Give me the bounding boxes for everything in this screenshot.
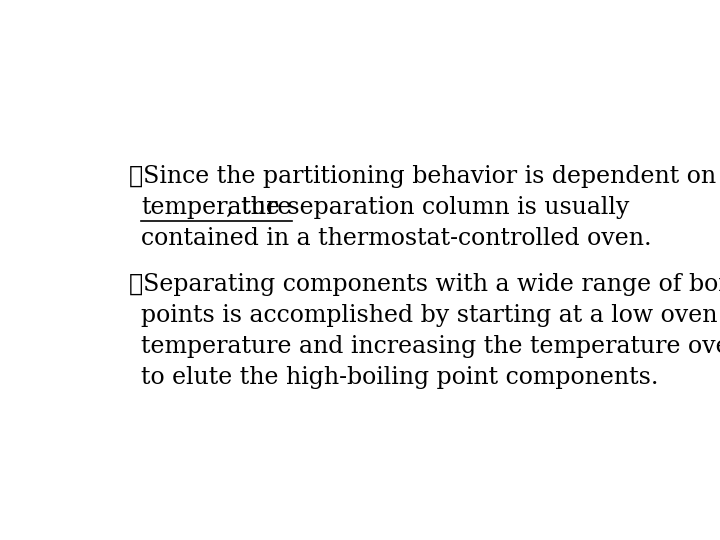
Text: contained in a thermostat-controlled oven.: contained in a thermostat-controlled ove… — [141, 227, 652, 250]
Text: points is accomplished by starting at a low oven: points is accomplished by starting at a … — [141, 304, 718, 327]
Text: , the separation column is usually: , the separation column is usually — [226, 196, 629, 219]
Text: temperature: temperature — [141, 196, 292, 219]
Text: temperature and increasing the temperature over time: temperature and increasing the temperatu… — [141, 335, 720, 358]
Text: ✓Since the partitioning behavior is dependent on: ✓Since the partitioning behavior is depe… — [129, 165, 716, 187]
Text: to elute the high-boiling point components.: to elute the high-boiling point componen… — [141, 366, 659, 389]
Text: ✓Separating components with a wide range of boiling: ✓Separating components with a wide range… — [129, 273, 720, 296]
